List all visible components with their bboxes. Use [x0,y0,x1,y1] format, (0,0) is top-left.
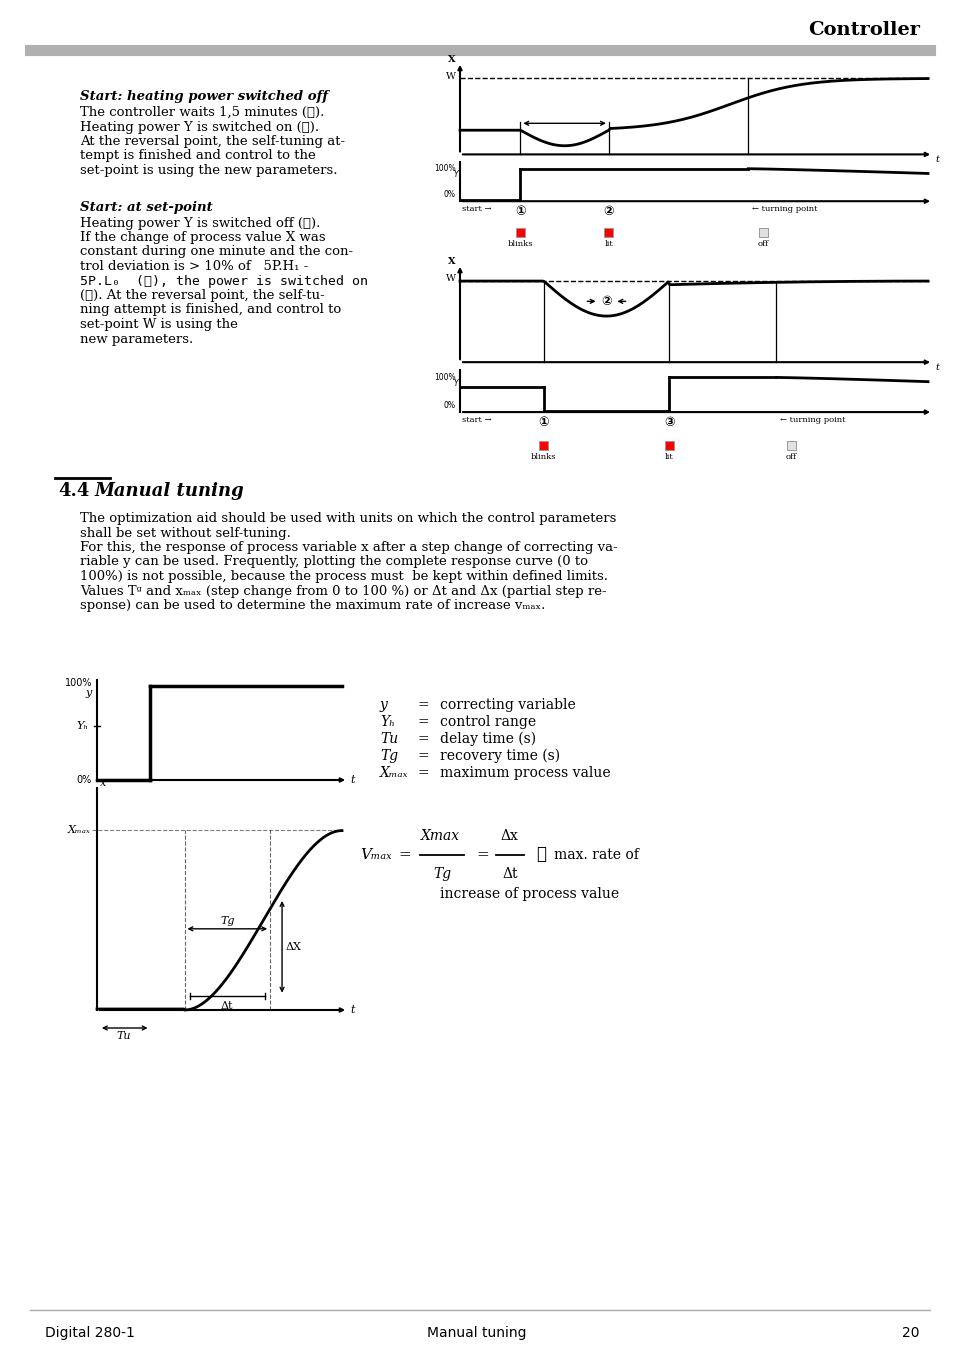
Text: ← turning point: ← turning point [780,416,844,424]
Text: Xₘₐₓ: Xₘₐₓ [379,765,408,780]
Text: Yₕ: Yₕ [379,716,395,729]
Text: 100%: 100% [434,165,456,173]
Text: 4.4: 4.4 [58,482,90,500]
Text: Start: heating power switched off: Start: heating power switched off [80,90,328,103]
Text: new parameters.: new parameters. [80,332,193,346]
Text: ΔX: ΔX [286,942,301,952]
Text: Δx: Δx [499,829,517,842]
Text: X: X [448,256,456,266]
Text: Start: at set-point: Start: at set-point [80,201,213,213]
Text: t: t [934,363,938,373]
Text: y: y [379,698,388,711]
Text: ②: ② [603,205,614,219]
Text: (③). At the reversal point, the self-tu-: (③). At the reversal point, the self-tu- [80,289,324,302]
Text: recovery time (s): recovery time (s) [439,749,559,763]
Text: maximum process value: maximum process value [439,765,610,780]
Text: 20: 20 [902,1326,919,1341]
Text: Manual tuning: Manual tuning [95,482,245,500]
Text: t: t [934,155,938,165]
Text: off: off [757,240,768,248]
Text: The optimization aid should be used with units on which the control parameters: The optimization aid should be used with… [80,512,616,525]
Text: Tu: Tu [116,1031,131,1041]
Text: t: t [350,775,355,784]
Text: ning attempt is finished, and control to: ning attempt is finished, and control to [80,304,341,316]
Text: ①: ① [515,205,525,219]
Text: ①: ① [537,416,548,429]
Text: Xmax: Xmax [420,829,459,842]
Text: W: W [446,274,456,284]
Bar [603,228,613,238]
Text: control range: control range [439,716,536,729]
Text: =: = [417,698,429,711]
Text: =: = [417,716,429,729]
Text: blinks: blinks [507,240,533,248]
Text: Δt: Δt [501,867,517,882]
Text: sponse) can be used to determine the maximum rate of increase vₘₐₓ.: sponse) can be used to determine the max… [80,599,545,612]
Text: constant during one minute and the con-: constant during one minute and the con- [80,246,353,258]
Text: If the change of process value X was: If the change of process value X was [80,231,325,244]
Text: 100%: 100% [434,373,456,382]
Text: =: = [417,732,429,747]
Text: x: x [100,778,106,788]
Text: ← turning point: ← turning point [752,205,817,213]
Text: max. rate of: max. rate of [554,848,639,863]
Text: shall be set without self-tuning.: shall be set without self-tuning. [80,526,291,540]
Text: =: = [397,848,411,863]
Text: Values Tᵍ and xₘₐₓ (step change from 0 to 100 %) or Δt and Δx (partial step re-: Values Tᵍ and xₘₐₓ (step change from 0 t… [80,585,606,598]
Text: Y: Y [453,170,457,180]
Text: Controller: Controller [807,22,919,39]
Text: blinks: blinks [531,454,556,460]
Text: 0%: 0% [76,775,91,784]
Text: Y: Y [453,379,457,387]
Text: Tg: Tg [220,915,234,926]
Text: X: X [448,55,456,63]
Text: Yₕ: Yₕ [76,721,89,732]
Text: =: = [417,749,429,763]
Text: 100%: 100% [65,678,91,688]
Text: lit: lit [604,240,613,248]
Text: tempt is finished and control to the: tempt is finished and control to the [80,150,315,162]
Text: increase of process value: increase of process value [439,887,618,900]
Text: start →: start → [461,205,491,213]
Bar [538,441,548,450]
Text: ②: ② [600,294,611,308]
Text: 0%: 0% [443,190,456,200]
Text: t: t [350,1004,355,1015]
Text: For this, the response of process variable x after a step change of correcting v: For this, the response of process variab… [80,541,618,554]
Bar [786,441,795,450]
Text: set-point is using the new parameters.: set-point is using the new parameters. [80,163,337,177]
Text: Tu: Tu [379,732,397,747]
Text: Δt: Δt [221,1000,233,1011]
Text: W: W [446,72,456,81]
Text: off: off [784,454,796,460]
Text: riable y can be used. Frequently, plotting the complete response curve (0 to: riable y can be used. Frequently, plotti… [80,555,587,568]
Text: Manual tuning: Manual tuning [427,1326,526,1341]
Text: At the reversal point, the self-tuning at-: At the reversal point, the self-tuning a… [80,135,345,148]
Text: trol deviation is > 10% of   5P.H₁ -: trol deviation is > 10% of 5P.H₁ - [80,261,308,273]
Text: correcting variable: correcting variable [439,698,576,711]
Text: Digital 280-1: Digital 280-1 [45,1326,134,1341]
Text: start →: start → [461,416,491,424]
Text: Heating power Y is switched off (①).: Heating power Y is switched off (①). [80,216,320,230]
Bar [664,441,673,450]
Text: Xₘₐₓ: Xₘₐₓ [68,825,91,834]
Text: y: y [86,688,91,698]
Text: 5P.L₀  (②), the power is switched on: 5P.L₀ (②), the power is switched on [80,274,368,288]
Text: =: = [417,765,429,780]
Text: lit: lit [664,454,673,460]
Text: The controller waits 1,5 minutes (①).: The controller waits 1,5 minutes (①). [80,107,324,119]
Bar [758,228,767,238]
Text: Tg: Tg [379,749,397,763]
Bar [516,228,524,238]
Text: set-point W is using the: set-point W is using the [80,319,237,331]
Text: Tg: Tg [433,867,451,882]
Text: Vₘₐₓ: Vₘₐₓ [359,848,391,863]
Text: Heating power Y is switched on (②).: Heating power Y is switched on (②). [80,120,319,134]
Text: ≅: ≅ [536,846,545,864]
Text: ③: ③ [663,416,674,429]
Text: 100%) is not possible, because the process must  be kept within defined limits.: 100%) is not possible, because the proce… [80,570,607,583]
Text: =: = [476,848,488,863]
Text: delay time (s): delay time (s) [439,732,536,747]
Text: 0%: 0% [443,401,456,410]
